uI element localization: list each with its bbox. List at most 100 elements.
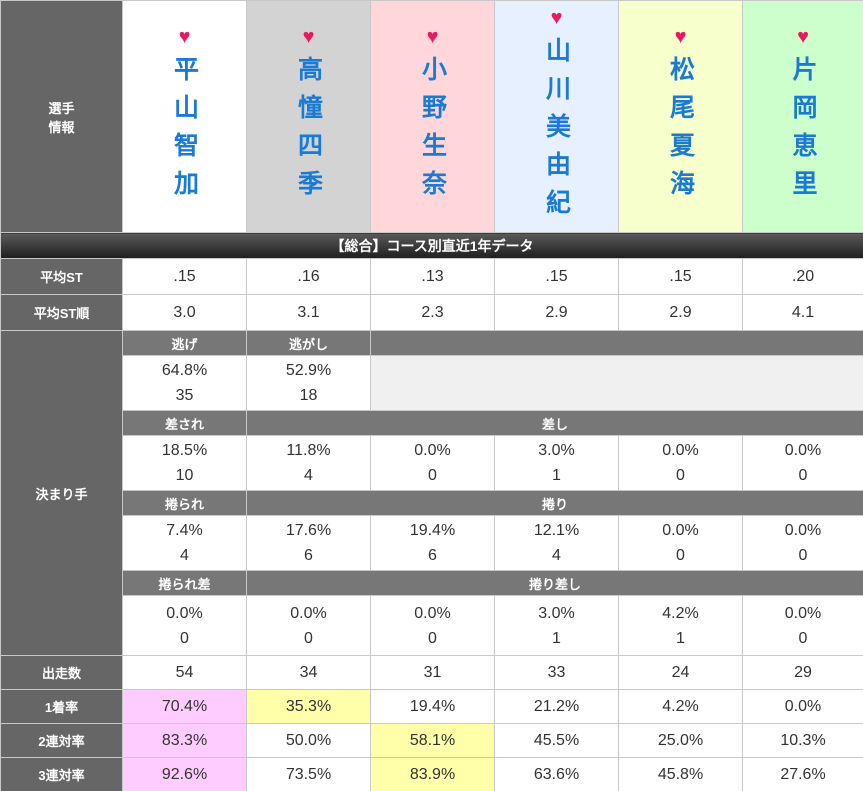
sub-header: 捲り差し (246, 570, 863, 596)
player: ♥ 高憧四季 (248, 2, 370, 232)
value-cell: 27.6% (742, 757, 863, 791)
value-cell: 64.8% 35 (122, 355, 247, 411)
value-line: 4 (552, 547, 561, 564)
value-cell: 7.4% 4 (122, 515, 247, 571)
table-row: 64.8% 35 52.9% 18 (1, 355, 863, 411)
value-cell: 31 (370, 655, 495, 690)
value-cell: 11.8% 4 (246, 435, 371, 491)
value-cell: 52.9% 18 (246, 355, 371, 411)
table-row: 0.0% 0 0.0% 0 0.0% 0 3.0% 1 4.2% 1 0.0% 0 (1, 595, 863, 656)
value-cell: 4.2% 1 (618, 595, 743, 656)
value-cell: 3.0 (122, 294, 247, 331)
player-cell: ♥ 小野生奈 (370, 0, 495, 233)
sub-header: 捲り (246, 490, 863, 516)
value-line: 0.0% (414, 442, 451, 459)
value-line: 10 (175, 467, 194, 484)
value-line: 4 (304, 467, 313, 484)
value-line: 0.0% (784, 442, 822, 459)
value-cell: .16 (246, 258, 371, 295)
value-cell: 19.4% 6 (370, 515, 495, 571)
value-line: 12.1% (533, 522, 580, 539)
row-label: 出走数 (0, 655, 123, 690)
player: ♥ 松尾夏海 (620, 2, 742, 232)
value-cell: 24 (618, 655, 743, 690)
value-line: 0 (798, 467, 808, 484)
table-row: 7.4% 4 17.6% 6 19.4% 6 12.1% 4 0.0% 0 0.0% 0 (1, 515, 863, 571)
row-label: 平均ST順 (0, 294, 123, 331)
value-cell: 21.2% (494, 689, 619, 724)
table-row: 差され 差し (1, 410, 863, 436)
table-row: 平均ST .15.16.13.15.15.20 (0, 258, 863, 295)
heart-icon: ♥ (302, 25, 315, 48)
value-cell: 17.6% 6 (246, 515, 371, 571)
player: ♥ 山川美由紀 (496, 2, 618, 232)
value-line: 0.0% (662, 442, 699, 459)
value-line: 0.0% (166, 604, 203, 622)
value-cell: 3.0% 1 (494, 595, 619, 656)
table-row: 18.5% 10 11.8% 4 0.0% 0 3.0% 1 0.0% 0 0.0% 0 (1, 435, 863, 491)
value-cell: .15 (618, 258, 743, 295)
row-label: 決まり手 (0, 330, 123, 656)
value-cell: 3.1 (246, 294, 371, 331)
value-line: 18.5% (161, 442, 208, 459)
value-cell: 70.4% (122, 689, 247, 724)
heart-icon: ♥ (178, 25, 191, 48)
value-line: 6 (428, 547, 437, 564)
value-line: 6 (304, 547, 313, 564)
player-cell: ♥ 松尾夏海 (618, 0, 743, 233)
value-cell: 2.3 (370, 294, 495, 331)
header-label: 選手 情報 (0, 0, 123, 233)
value-line: 0.0% (662, 522, 699, 539)
value-cell: 25.0% (618, 723, 743, 758)
value-cell: 19.4% (370, 689, 495, 724)
value-cell: 2.9 (618, 294, 743, 331)
value-cell: 4.2% (618, 689, 743, 724)
value-line: 1 (552, 467, 561, 484)
sub-header: 差し (246, 410, 863, 436)
value-line: 35 (175, 387, 194, 404)
value-cell: .15 (494, 258, 619, 295)
table-row: 選手 情報 ♥ 平山智加 ♥ 高憧四季 ♥ 小野生奈 ♥ 山川美由紀 ♥ 松尾夏海 ♥ 片岡恵里 (0, 0, 863, 233)
heart-icon: ♥ (550, 6, 563, 29)
value-cell: .15 (122, 258, 247, 295)
value-cell: 45.8% (618, 757, 743, 791)
table-row: 捲られ 捲り (1, 490, 863, 516)
value-line: 0 (798, 629, 808, 647)
row-label: 2連対率 (0, 723, 123, 758)
value-line: 19.4% (409, 522, 456, 539)
sub-header-blank (370, 330, 863, 356)
value-line: 1 (676, 629, 685, 647)
player: ♥ 片岡恵里 (744, 2, 863, 232)
value-line: 0.0% (414, 604, 451, 622)
section-title: 【総合】コース別直近1年データ (0, 232, 863, 259)
value-cell: 29 (742, 655, 863, 690)
player-name: 山川美由紀 (542, 36, 571, 227)
value-cell: 0.0% 0 (742, 515, 863, 571)
table-row: 決まり手 逃げ 逃がし (0, 330, 863, 656)
value-line: 0 (428, 467, 437, 484)
table-row: 捲られ差 捲り差し (1, 570, 863, 596)
value-cell: .13 (370, 258, 495, 295)
value-line: 3.0% (538, 604, 575, 622)
table-row: 平均ST順 3.0 3.1 2.3 2.9 2.9 4.1 (0, 294, 863, 331)
value-line: 0 (676, 467, 685, 484)
value-line: 0 (304, 629, 313, 647)
player-cell: ♥ 片岡恵里 (742, 0, 863, 233)
label-line: 情報 (48, 119, 75, 135)
value-cell: 63.6% (494, 757, 619, 791)
value-line: 0.0% (784, 604, 822, 622)
value-cell: 50.0% (246, 723, 371, 758)
player-name: 松尾夏海 (666, 55, 695, 208)
value-line: 1 (552, 629, 561, 647)
value-line: 52.9% (285, 362, 332, 379)
value-cell: 0.0% 0 (370, 435, 495, 491)
value-cell: 35.3% (246, 689, 371, 724)
row-label: 1着率 (0, 689, 123, 724)
player-cell: ♥ 山川美由紀 (494, 0, 619, 233)
table-row: 出走数 54 34 31 33 24 29 (0, 655, 863, 690)
value-cell: 0.0% 0 (618, 435, 743, 491)
player: ♥ 小野生奈 (372, 2, 494, 232)
table-row: 【総合】コース別直近1年データ (0, 232, 863, 259)
row-label: 3連対率 (0, 757, 123, 791)
